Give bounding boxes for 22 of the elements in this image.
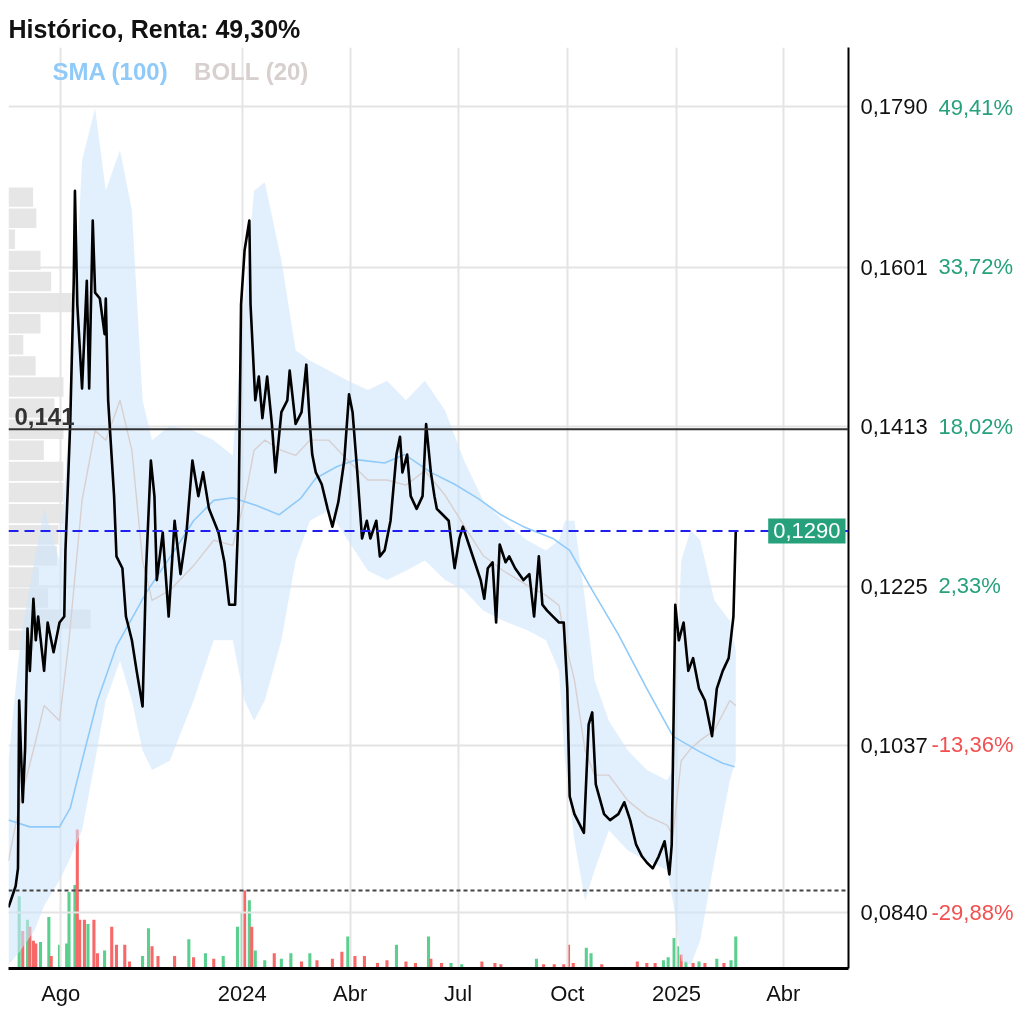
y2-tick-label: -29,88% bbox=[931, 900, 1014, 926]
text: SMA (100) bbox=[52, 58, 168, 85]
y2-tick-label: -13,36% bbox=[931, 732, 1014, 758]
y2-tick-label: 49,41% bbox=[938, 95, 1014, 121]
y-tick-label: 0,1601 bbox=[860, 254, 928, 280]
y-tick-label: 0,1790 bbox=[860, 94, 928, 120]
x-tick-label: Jul bbox=[444, 980, 473, 1006]
x-tick-label: 2025 bbox=[652, 980, 701, 1006]
y2-tick-label: 18,02% bbox=[938, 413, 1014, 439]
y-tick-label: 0,1037 bbox=[860, 732, 928, 758]
x-tick-label: 2024 bbox=[217, 980, 267, 1006]
x-tick-label: Ago bbox=[41, 980, 81, 1006]
y-tick-label: 0,1225 bbox=[860, 573, 928, 599]
x-tick-label: Abr bbox=[333, 980, 368, 1006]
y-tick-label: 0,1413 bbox=[860, 414, 928, 440]
chart-title: Histórico, Renta: 49,30% bbox=[8, 14, 301, 43]
y2-tick-label: 33,72% bbox=[938, 254, 1014, 280]
y2-tick-label: 2,33% bbox=[938, 573, 1001, 599]
x-tick-label: Oct bbox=[550, 980, 585, 1006]
x-tick-label: Abr bbox=[766, 980, 801, 1006]
ref-line-label: 0,1290 bbox=[773, 518, 841, 544]
y-tick-label: 0,0840 bbox=[860, 900, 928, 926]
